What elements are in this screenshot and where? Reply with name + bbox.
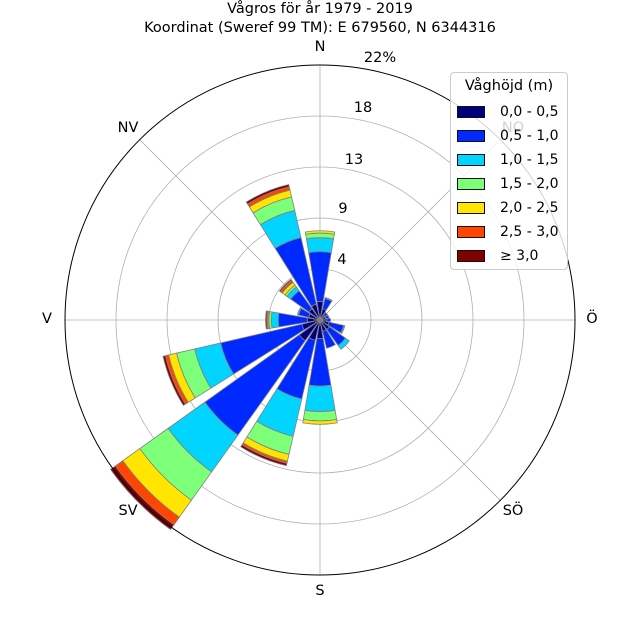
- radial-tick-label: 22%: [364, 50, 396, 66]
- legend: Våghöjd (m) 0,0 - 0,5 0,5 - 1,0 1,0 - 1,5 1…: [450, 72, 568, 270]
- legend-label: 2,0 - 2,5: [500, 200, 559, 216]
- chart-subtitle: Koordinat (Sweref 99 TM): E 679560, N 63…: [144, 20, 496, 36]
- bar-segment-270deg-bin-3: [270, 311, 280, 329]
- bar-segment-202.5deg-bin-7: [240, 444, 288, 467]
- legend-swatch: [457, 202, 485, 214]
- bar-segment-292.5deg-bin-3: [296, 307, 302, 316]
- radial-tick-label: 13: [345, 152, 363, 168]
- bar-segment-225deg-bin-7: [109, 465, 175, 531]
- direction-label: S: [315, 583, 324, 599]
- bar-segment-247.5deg-bin-7: [162, 355, 186, 406]
- bar-segment-157.5deg-bin-2: [322, 329, 336, 349]
- direction-label: SÖ: [503, 501, 524, 519]
- grid-spoke: [319, 319, 501, 501]
- direction-label: Ö: [586, 309, 597, 327]
- legend-label: 0,5 - 1,0: [500, 128, 559, 144]
- bar-segment-45deg-bin-2: [322, 311, 329, 318]
- direction-label: NV: [118, 120, 139, 136]
- bar-segment-337.5deg-bin-7: [245, 183, 290, 205]
- legend-swatch: [457, 154, 485, 166]
- legend-label: 0,0 - 0,5: [500, 104, 559, 120]
- legend-label: ≥ 3,0: [500, 248, 539, 264]
- bar-segment-0deg-bin-3: [305, 237, 335, 254]
- direction-label: V: [42, 311, 52, 327]
- bar-segment-180deg-bin-3: [304, 384, 336, 412]
- chart-title: Vågros för år 1979 - 2019: [227, 1, 413, 17]
- bar-segment-135deg-bin-3: [337, 337, 350, 350]
- bar-segment-67.5deg-bin-2: [324, 314, 330, 320]
- legend-swatch: [457, 130, 485, 142]
- direction-label: SV: [118, 503, 137, 519]
- bar-segment-270deg-bin-7: [265, 310, 268, 330]
- radial-tick-label: 4: [337, 252, 346, 268]
- outer-frame: [64, 64, 576, 576]
- bar-segment-90deg-bin-2: [326, 317, 331, 323]
- bar-segment-315deg-bin-7: [278, 278, 293, 293]
- bar-segment-0deg-bin-5: [304, 230, 336, 235]
- bar-segment-112.5deg-bin-3: [340, 325, 346, 335]
- legend-label: 2,5 - 3,0: [500, 224, 559, 240]
- radial-tick-label: 18: [354, 100, 372, 116]
- bar-segment-22.5deg-bin-3: [324, 296, 333, 302]
- bar-segment-180deg-bin-5: [302, 418, 338, 425]
- legend-swatch: [457, 226, 485, 238]
- legend-label: 1,0 - 1,5: [500, 152, 559, 168]
- legend-title: Våghöjd (m): [464, 78, 554, 94]
- radial-tick-label: 9: [338, 201, 347, 217]
- legend-swatch: [457, 250, 485, 262]
- bar-segment-180deg-bin-4: [302, 409, 338, 422]
- direction-label: N: [315, 39, 326, 55]
- wave-rose-bars: [109, 183, 350, 531]
- legend-swatch: [457, 106, 485, 118]
- legend-label: 1,5 - 2,0: [500, 176, 559, 192]
- legend-swatch: [457, 178, 485, 190]
